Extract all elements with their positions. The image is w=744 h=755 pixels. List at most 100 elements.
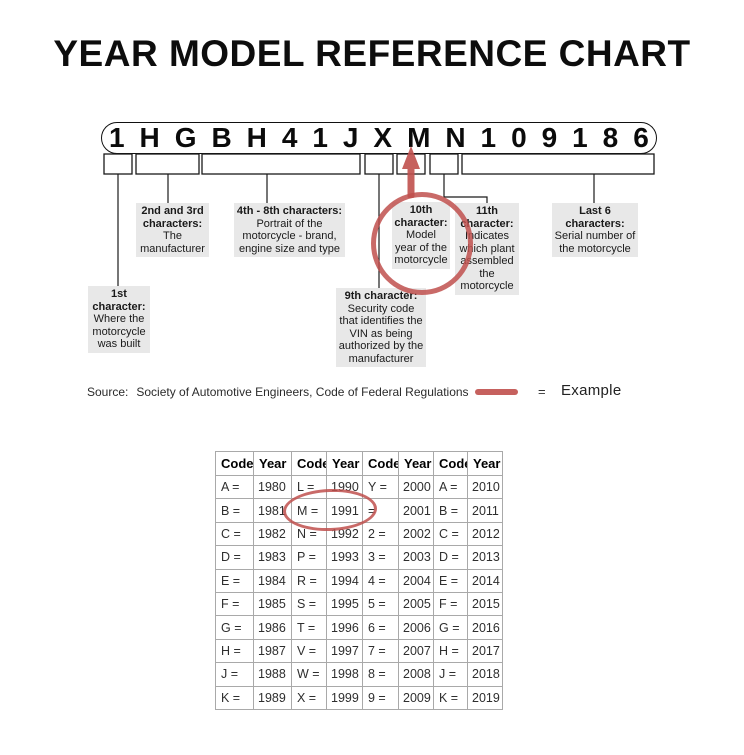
year-cell: 2016	[467, 615, 503, 640]
code-cell: 9 =	[362, 685, 399, 710]
year-cell: 2004	[398, 568, 434, 593]
vin-character: G	[174, 122, 197, 153]
code-cell: 5 =	[362, 591, 399, 617]
code-cell: D =	[215, 545, 254, 570]
year-cell: 1980	[253, 474, 292, 500]
code-cell: F =	[215, 591, 254, 617]
code-cell: X =	[291, 685, 327, 710]
callout-heading: 4th - 8th characters:	[236, 205, 343, 217]
callout-body: Where the motorcycle was built	[92, 313, 146, 350]
year-cell: 1986	[253, 615, 292, 640]
code-cell: F =	[433, 591, 468, 617]
column-header: Year	[467, 451, 503, 476]
callout-heading: 11th character:	[460, 205, 514, 230]
arrow-shaft	[407, 166, 415, 198]
code-cell: V =	[291, 638, 327, 664]
code-cell: 6 =	[362, 615, 399, 640]
callout-heading: 1st character:	[92, 288, 146, 313]
year-cell: 2019	[467, 685, 503, 710]
table-row: A = 1980 L = 1990 Y = 2000 A = 2010	[215, 474, 503, 500]
callout-heading: 2nd and 3rd characters:	[141, 205, 204, 230]
year-cell: 2013	[467, 545, 503, 570]
vin-character: N	[445, 122, 466, 153]
year-cell: 2011	[467, 498, 503, 523]
callout-body: Security code that identifies the VIN as…	[338, 302, 424, 365]
code-cell: 4 =	[362, 568, 399, 593]
vin-character: 1	[312, 122, 328, 153]
code-cell: 7 =	[362, 638, 399, 664]
year-cell: 2007	[398, 638, 434, 664]
code-cell: 8 =	[362, 662, 399, 687]
vin-character: 4	[281, 122, 298, 153]
code-cell: J =	[215, 662, 254, 687]
vin-box: 1 H G B H 4 1 J X M N 1 0 9 1 8 6	[101, 122, 657, 154]
code-cell: K =	[215, 685, 254, 710]
vin-character: J	[342, 122, 359, 153]
callout-2nd-3rd-characters: 2nd and 3rd characters: The manufacturer	[136, 203, 209, 257]
vin-character: H	[246, 122, 267, 153]
table-row: B = 1981 M = 1991 = 2001 B = 2011	[215, 498, 503, 523]
column-header: Year	[326, 451, 363, 476]
callout-body: Indicates which plant assembled the moto…	[459, 230, 515, 292]
year-cell: 1996	[326, 615, 363, 640]
callout-4th-8th-characters: 4th - 8th characters: Portrait of the mo…	[234, 203, 345, 257]
callout-heading: Last 6 characters:	[565, 205, 625, 230]
code-cell: P =	[291, 545, 327, 570]
year-cell: 2012	[467, 521, 503, 547]
legend-label: Example	[561, 382, 622, 399]
code-cell: H =	[433, 638, 468, 664]
year-cell: 2002	[398, 521, 434, 547]
vin-character: H	[139, 122, 160, 153]
code-cell: G =	[215, 615, 254, 640]
code-cell: 3 =	[362, 545, 399, 570]
vin-character: 0	[511, 122, 527, 153]
callout-last-6-characters: Last 6 characters: Serial number of the …	[552, 203, 638, 257]
year-cell: 2001	[398, 498, 434, 523]
table-row: G = 1986 T = 1996 6 = 2006 G = 2016	[215, 615, 503, 640]
year-cell: 2006	[398, 615, 434, 640]
year-cell: 1990	[326, 474, 363, 500]
year-cell: 1997	[326, 638, 363, 664]
callout-body: Portrait of the motorcycle - brand, engi…	[239, 217, 340, 255]
code-cell: T =	[291, 615, 327, 640]
vin-character: X	[373, 122, 393, 153]
table-row: H = 1987 V = 1997 7 = 2007 H = 2017	[215, 638, 503, 664]
year-cell: 1988	[253, 662, 292, 687]
arrow-head-icon	[402, 146, 420, 169]
table-row: C = 1982 N = 1992 2 = 2002 C = 2012	[215, 521, 503, 547]
year-code-table: Code Year Code Year Code Year Code Year …	[215, 451, 503, 710]
year-cell: 1987	[253, 638, 292, 664]
table-row: K = 1989 X = 1999 9 = 2009 K = 2019	[215, 685, 503, 710]
vin-character: 1	[572, 122, 588, 153]
code-cell: B =	[215, 498, 254, 523]
vin-character: 8	[602, 122, 619, 153]
year-cell: 1985	[253, 591, 292, 617]
column-header: Code	[362, 451, 399, 476]
year-cell: 2000	[398, 474, 434, 500]
vin-character: 9	[541, 122, 558, 153]
table-row: F = 1985 S = 1995 5 = 2005 F = 2015	[215, 591, 503, 617]
year-cell: 1989	[253, 685, 292, 710]
source-text: Society of Automotive Engineers, Code of…	[136, 385, 469, 399]
example-circle-annotation	[371, 192, 473, 295]
year-cell: 1993	[326, 545, 363, 570]
column-header: Code	[433, 451, 468, 476]
vin-character: 1	[109, 122, 125, 153]
code-cell: E =	[433, 568, 468, 593]
code-cell: K =	[433, 685, 468, 710]
code-cell: A =	[215, 474, 254, 500]
code-cell: R =	[291, 568, 327, 593]
year-cell: 1981	[253, 498, 292, 523]
year-cell: 1983	[253, 545, 292, 570]
year-cell: 2018	[467, 662, 503, 687]
year-cell: 1994	[326, 568, 363, 593]
code-cell: S =	[291, 591, 327, 617]
table-row: E = 1984 R = 1994 4 = 2004 E = 2014	[215, 568, 503, 593]
code-cell: C =	[215, 521, 254, 547]
year-cell: 2008	[398, 662, 434, 687]
table-row: D = 1983 P = 1993 3 = 2003 D = 2013	[215, 545, 503, 570]
callout-body: The manufacturer	[140, 230, 205, 255]
example-arrow-icon	[402, 146, 420, 198]
year-cell: 1998	[326, 662, 363, 687]
